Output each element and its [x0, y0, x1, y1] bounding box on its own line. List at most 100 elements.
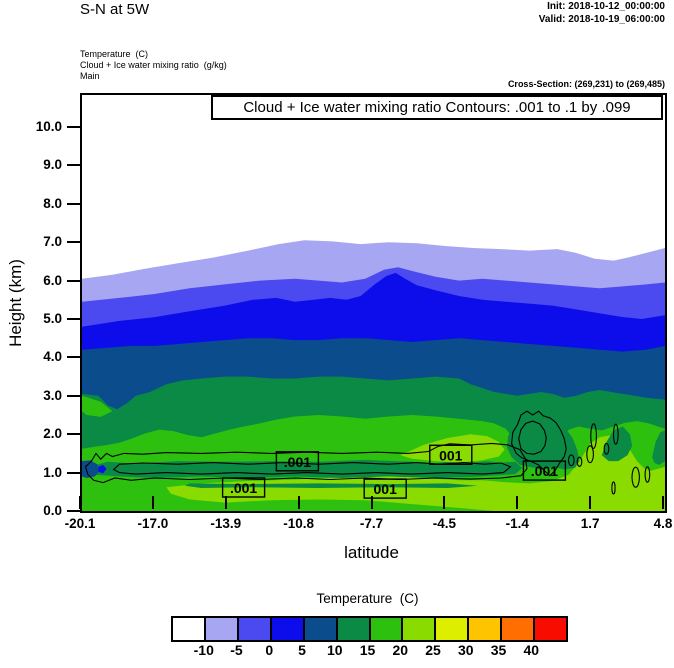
x-tick-label: -4.5: [432, 516, 456, 531]
cloud-contour-blob: [611, 481, 616, 495]
colorbar-cell: [304, 618, 338, 640]
colorbar-tick-label: 0: [265, 642, 274, 658]
yellow-green-low-band: [166, 435, 665, 511]
y-tick-label: 5.0: [43, 310, 62, 326]
y-tick-label: 3.0: [43, 387, 62, 403]
y-tick-mark: [67, 394, 80, 397]
cloud-contour-blob: [612, 423, 619, 445]
cross-section-plot: .001 001 .001 .001 001 Cloud + Ice water mix…: [80, 93, 667, 513]
y-tick-label: 1.0: [43, 464, 62, 480]
cross-section-coords: Cross-Section: (269,231) to (269,485): [507, 79, 665, 89]
y-tick-mark: [67, 125, 80, 128]
colorbar-cell: [535, 618, 567, 640]
colorbar-tick-label: 10: [326, 642, 343, 658]
colorbar: [171, 616, 568, 642]
colorbar-cell: [502, 618, 536, 640]
x-tick-mark: [79, 496, 81, 509]
cloud-contour-blob: [586, 445, 594, 464]
y-tick-mark: [67, 317, 80, 320]
cloud-contour-blob: [567, 454, 575, 467]
contour-label-box: [275, 451, 320, 472]
y-axis-title: Height (km): [6, 259, 25, 347]
cloud-contour-blob: [631, 466, 640, 488]
y-tick-label: 9.0: [43, 157, 62, 173]
y-tick-label: 7.0: [43, 234, 62, 250]
cloud-contour-blob: [644, 466, 651, 483]
cloud-contour-blob: [603, 442, 610, 455]
page-title: S-N at 5W: [80, 1, 150, 18]
field-legend-domain: Main: [80, 71, 100, 81]
y-tick-mark: [67, 279, 80, 282]
x-tick-label: -1.4: [505, 516, 529, 531]
x-tick-mark: [151, 496, 154, 509]
colorbar-tick-label: -10: [193, 642, 214, 658]
colorbar-tick-label: 25: [425, 642, 441, 658]
y-tick-mark: [67, 241, 80, 244]
x-tick-label: -17.0: [137, 516, 169, 531]
y-tick-label: 6.0: [43, 272, 62, 288]
x-tick-label: 1.7: [580, 516, 600, 531]
x-tick-mark: [297, 496, 300, 509]
colorbar-cell: [403, 618, 437, 640]
colorbar-title: Temperature (C): [316, 591, 419, 606]
init-timestamp: Init: 2018-10-12_00:00:00: [547, 1, 665, 12]
y-tick-label: 0.0: [43, 503, 62, 518]
contour-label-box: [363, 478, 407, 499]
colorbar-cell: [238, 618, 272, 640]
field-legend-cloud-ice: Cloud + Ice water mixing ratio (g/kg): [80, 60, 227, 70]
y-tick-mark: [67, 510, 80, 512]
colorbar-cell: [436, 618, 470, 640]
x-tick-mark: [224, 496, 227, 509]
colorbar-cell: [205, 618, 239, 640]
cloud-contour-line: [518, 420, 547, 455]
yellow-green-lens: [400, 434, 505, 463]
colorbar-cell: [337, 618, 371, 640]
x-tick-mark: [589, 496, 592, 509]
contour-label: .001: [284, 454, 311, 470]
x-tick-label: -20.1: [64, 516, 96, 531]
colorbar-tick-label: 20: [392, 642, 409, 658]
y-tick-label: 10.0: [35, 118, 62, 134]
contour-label: 001: [439, 447, 463, 463]
seagreen-thin-streak: [185, 483, 478, 488]
colorbar-tick-label: 5: [298, 642, 306, 658]
y-tick-label: 2.0: [43, 426, 62, 442]
valid-timestamp: Valid: 2018-10-19_06:00:00: [538, 14, 665, 25]
x-tick-mark: [662, 496, 664, 509]
colorbar-tick-label: 40: [523, 642, 540, 658]
field-legend-temperature: Temperature (C): [80, 49, 149, 59]
navy-left-pocket: [82, 460, 100, 478]
x-tick-mark: [516, 496, 519, 509]
x-tick-label: -7.7: [359, 516, 384, 531]
y-tick-label: 4.0: [43, 349, 62, 365]
colorbar-cell: [370, 618, 404, 640]
cloud-contour-line: [112, 462, 512, 475]
colorbar-tick-label: 15: [359, 642, 376, 658]
x-axis-title: latitude: [344, 543, 399, 562]
seagreen-cloud-blob: [507, 411, 580, 470]
colorbar-cell: [173, 618, 206, 640]
y-tick-mark: [67, 356, 80, 359]
contour-label: 001: [374, 481, 398, 497]
seagreen-edge-patch: [652, 430, 665, 465]
colorbar-cell: [271, 618, 305, 640]
contour-label: .001: [531, 463, 558, 479]
contour-label-box: [221, 477, 266, 498]
colorbar-tick-label: 35: [490, 642, 507, 658]
y-tick-mark: [67, 202, 80, 205]
colorbar-tick-label: 30: [457, 642, 474, 658]
green-left-wedge: [82, 395, 113, 417]
colorbar-cell: [469, 618, 503, 640]
contour-label: .001: [230, 480, 257, 496]
y-tick-mark: [67, 433, 80, 436]
filled-contour-canvas: .001 001 .001 .001 001: [82, 95, 665, 511]
x-tick-label: 4.8: [653, 516, 673, 531]
cloud-contour-line: [511, 410, 567, 477]
x-tick-mark: [370, 496, 373, 509]
blue-left-dot: [98, 464, 107, 474]
y-tick-mark: [67, 164, 80, 167]
cloud-contour-blob: [576, 456, 583, 467]
colorbar-tick-label: -5: [230, 642, 243, 658]
cloud-contour-blob: [590, 423, 597, 449]
